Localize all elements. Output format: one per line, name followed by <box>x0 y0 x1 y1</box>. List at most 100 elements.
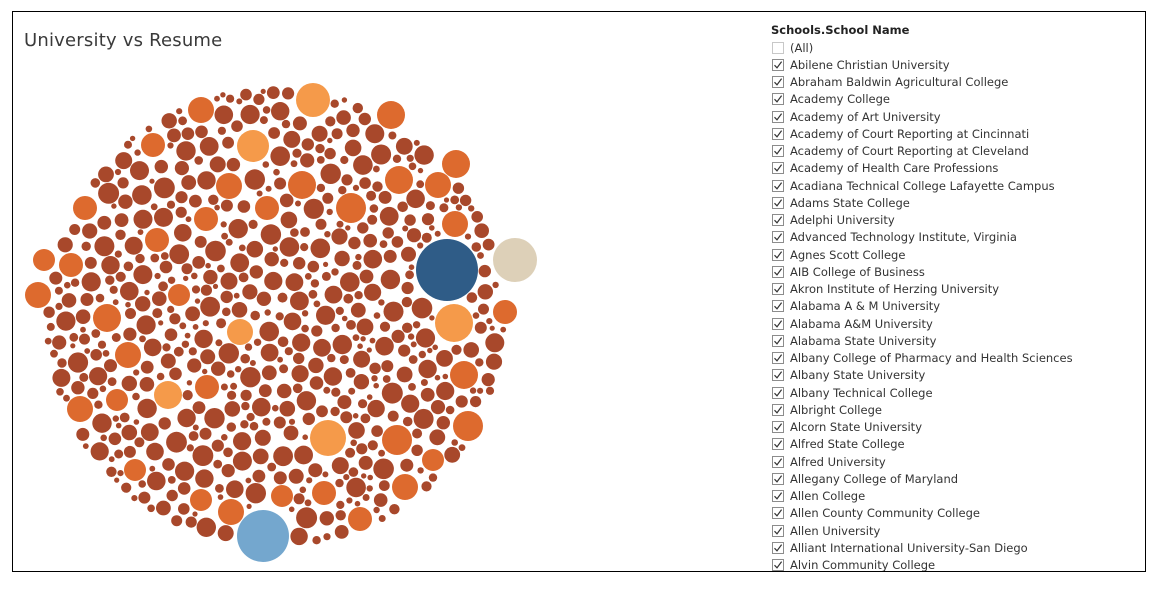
bubble[interactable] <box>408 355 418 364</box>
bubble[interactable] <box>477 284 493 300</box>
bubble[interactable] <box>380 269 401 290</box>
bubble[interactable] <box>250 310 260 321</box>
bubble[interactable] <box>331 387 341 397</box>
bubble[interactable] <box>131 495 138 502</box>
bubble[interactable] <box>463 342 480 358</box>
bubble-orange[interactable] <box>422 449 444 471</box>
bubble[interactable] <box>339 355 349 365</box>
bubble[interactable] <box>133 209 153 229</box>
bubble[interactable] <box>265 185 272 192</box>
bubble[interactable] <box>485 333 505 353</box>
bubble[interactable] <box>310 238 331 259</box>
bubble[interactable] <box>211 361 226 376</box>
bubble[interactable] <box>166 200 176 209</box>
bubble-orange[interactable] <box>493 300 517 324</box>
bubble[interactable] <box>275 312 284 321</box>
bubble[interactable] <box>108 456 115 463</box>
bubble[interactable] <box>135 296 151 312</box>
bubble[interactable] <box>182 390 193 401</box>
bubble[interactable] <box>94 400 103 409</box>
bubble[interactable] <box>109 285 118 294</box>
bubble[interactable] <box>452 182 465 194</box>
bubble[interactable] <box>92 413 112 433</box>
bubble[interactable] <box>402 225 409 232</box>
bubble[interactable] <box>140 423 159 441</box>
bubble[interactable] <box>406 189 425 209</box>
bubble[interactable] <box>321 271 331 281</box>
bubble-orange[interactable] <box>33 249 55 271</box>
bubble[interactable] <box>283 425 299 441</box>
bubble-orange[interactable] <box>218 499 244 525</box>
bubble[interactable] <box>184 332 191 339</box>
bubble[interactable] <box>70 278 80 287</box>
bubble[interactable] <box>253 338 262 346</box>
bubble[interactable] <box>316 405 328 418</box>
bubble-orange[interactable] <box>115 342 141 368</box>
bubble[interactable] <box>475 358 484 367</box>
bubble[interactable] <box>185 516 197 528</box>
bubble[interactable] <box>331 228 348 245</box>
bubble-orange[interactable] <box>124 459 146 481</box>
bubble[interactable] <box>124 140 132 149</box>
bubble[interactable] <box>280 258 289 267</box>
bubble[interactable] <box>240 367 261 388</box>
filter-item[interactable]: Alfred State College <box>771 436 1131 453</box>
bubble[interactable] <box>295 200 301 207</box>
bubble[interactable] <box>429 225 435 231</box>
bubble[interactable] <box>273 168 280 176</box>
bubble-orange[interactable] <box>377 101 405 129</box>
filter-item[interactable]: Albany Technical College <box>771 384 1131 401</box>
bubble[interactable] <box>378 480 390 491</box>
bubble[interactable] <box>132 185 152 205</box>
bubble[interactable] <box>149 465 156 472</box>
bubble[interactable] <box>240 353 250 364</box>
bubble[interactable] <box>268 127 280 139</box>
bubble[interactable] <box>353 350 371 368</box>
bubble-light-orange[interactable] <box>296 83 330 117</box>
bubble[interactable] <box>121 375 137 392</box>
bubble[interactable] <box>249 360 256 366</box>
bubble[interactable] <box>98 166 114 183</box>
filter-item[interactable]: Abilene Christian University <box>771 56 1131 73</box>
bubble[interactable] <box>150 203 158 211</box>
bubble[interactable] <box>420 379 428 386</box>
bubble[interactable] <box>181 127 195 140</box>
bubble[interactable] <box>56 388 64 396</box>
bubble[interactable] <box>111 203 117 209</box>
bubble[interactable] <box>425 201 435 211</box>
bubble[interactable] <box>378 515 386 522</box>
bubble[interactable] <box>233 432 252 451</box>
bubble[interactable] <box>346 320 356 330</box>
bubble[interactable] <box>290 527 308 546</box>
bubble[interactable] <box>246 412 255 422</box>
bubble[interactable] <box>90 349 102 361</box>
bubble[interactable] <box>169 244 190 265</box>
filter-item[interactable]: (All) <box>771 39 1131 56</box>
bubble[interactable] <box>341 174 353 186</box>
bubble[interactable] <box>117 177 129 189</box>
bubble[interactable] <box>176 108 183 115</box>
bubble[interactable] <box>354 291 363 300</box>
filter-item[interactable]: Acadiana Technical College Lafayette Cam… <box>771 177 1131 194</box>
bubble[interactable] <box>186 444 194 452</box>
bubble[interactable] <box>304 499 312 507</box>
bubble[interactable] <box>348 236 361 250</box>
bubble[interactable] <box>252 469 266 483</box>
bubble[interactable] <box>70 343 76 349</box>
bubble[interactable] <box>205 262 211 269</box>
bubble[interactable] <box>455 204 463 211</box>
bubble[interactable] <box>373 458 394 480</box>
bubble[interactable] <box>346 497 353 504</box>
bubble[interactable] <box>215 484 224 493</box>
bubble[interactable] <box>348 467 359 477</box>
bubble[interactable] <box>192 511 198 517</box>
bubble[interactable] <box>408 264 415 270</box>
bubble[interactable] <box>188 347 197 356</box>
bubble[interactable] <box>316 305 336 325</box>
checkbox-checked[interactable] <box>772 127 784 140</box>
bubble[interactable] <box>273 416 286 429</box>
bubble[interactable] <box>326 208 333 216</box>
bubble[interactable] <box>181 263 193 275</box>
bubble[interactable] <box>175 191 188 204</box>
bubble[interactable] <box>361 473 367 479</box>
